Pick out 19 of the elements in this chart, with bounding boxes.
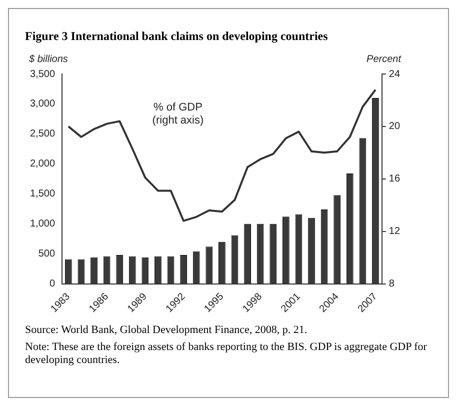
y-tick-label: 2,500 <box>30 128 56 140</box>
y2-tick-label: 24 <box>388 68 400 80</box>
y2-tick-label: 16 <box>388 174 400 185</box>
chart-title: Figure 3 International bank claims on developing countries <box>25 29 329 44</box>
y-tick-label: 1,500 <box>30 188 56 200</box>
y-tick-label: 3,500 <box>30 68 56 80</box>
y2-tick-label: 20 <box>388 121 400 132</box>
y2-axis-title: Percent <box>366 54 402 65</box>
y-tick-label: 0 <box>49 278 56 290</box>
y-tick-label: 2,000 <box>30 158 56 170</box>
text: Note: These are the foreign assets of banks reporting to the BIS. GDP is aggregate GDP for developing countries. <box>25 341 428 367</box>
y-tick-label: 1,000 <box>30 218 56 230</box>
y2-tick-label: 8 <box>388 278 395 290</box>
y-tick-label: 500 <box>38 248 56 260</box>
y-tick-label: 3,000 <box>30 98 56 110</box>
source-note: Source: World Bank, Global Development Finance, 2008, p. 21. <box>25 324 308 337</box>
y2-tick-label: 12 <box>388 226 400 238</box>
text: % of GDP (right axis) <box>152 102 204 127</box>
y-axis-title: $ billions <box>28 54 68 65</box>
